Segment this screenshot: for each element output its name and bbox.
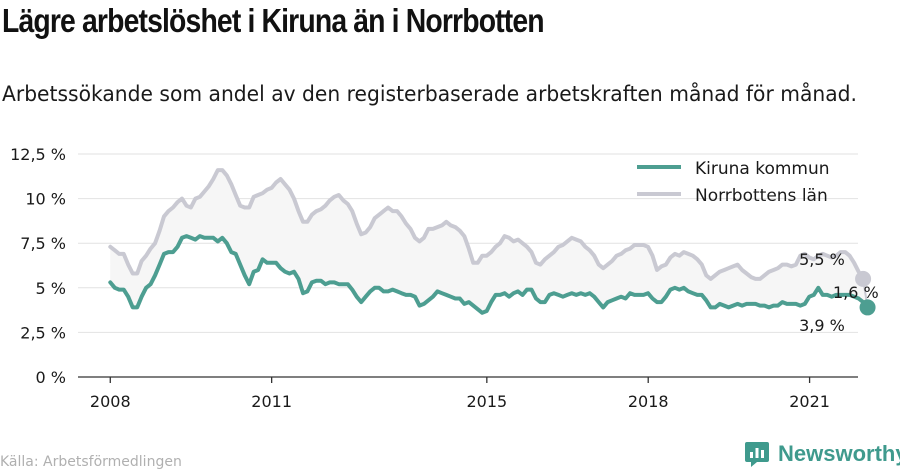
end-marker-kiruna xyxy=(859,299,876,316)
y-tick-label: 12,5 % xyxy=(10,145,66,164)
source-note: Källa: Arbetsförmedlingen xyxy=(0,454,182,470)
end-markers xyxy=(855,270,876,316)
x-tick-label: 2015 xyxy=(466,392,507,411)
y-axis-labels: 0 % 2,5 % 5 % 7,5 % 10 % 12,5 % xyxy=(10,145,66,387)
series-line-norrbottens-lan xyxy=(108,168,866,281)
newsworthy-logo-icon xyxy=(745,442,769,467)
y-tick-label: 10 % xyxy=(25,190,66,209)
series-line-kiruna-kommun xyxy=(108,234,870,315)
legend-label-norrbotten: Norrbottens län xyxy=(695,186,828,206)
annotation-norrbotten-end: 5,5 % xyxy=(799,250,845,269)
y-tick-label: 2,5 % xyxy=(20,323,66,342)
y-tick-label: 0 % xyxy=(36,368,66,387)
brand: Newsworthy xyxy=(744,440,900,468)
legend-label-kiruna: Kiruna kommun xyxy=(695,159,830,179)
x-tick-label: 2008 xyxy=(90,392,131,411)
x-tick-label: 2011 xyxy=(251,392,292,411)
chart-subtitle: Arbetssökande som andel av den registerb… xyxy=(2,82,857,106)
x-axis: 2008 2011 2015 2018 2021 xyxy=(78,376,858,411)
legend: Kiruna kommun Norrbottens län xyxy=(637,159,830,206)
y-tick-label: 5 % xyxy=(36,279,66,298)
end-marker-norrbotten xyxy=(855,270,872,287)
chart-title: Lägre arbetslöshet i Kiruna än i Norrbot… xyxy=(2,2,545,39)
x-tick-label: 2018 xyxy=(628,392,669,411)
annotation-kiruna-end: 3,9 % xyxy=(799,316,845,335)
annotation-difference: 1,6 % xyxy=(833,283,879,302)
brand-name: Newsworthy xyxy=(778,441,900,466)
y-tick-label: 7,5 % xyxy=(20,234,66,253)
x-tick-label: 2021 xyxy=(789,392,830,411)
